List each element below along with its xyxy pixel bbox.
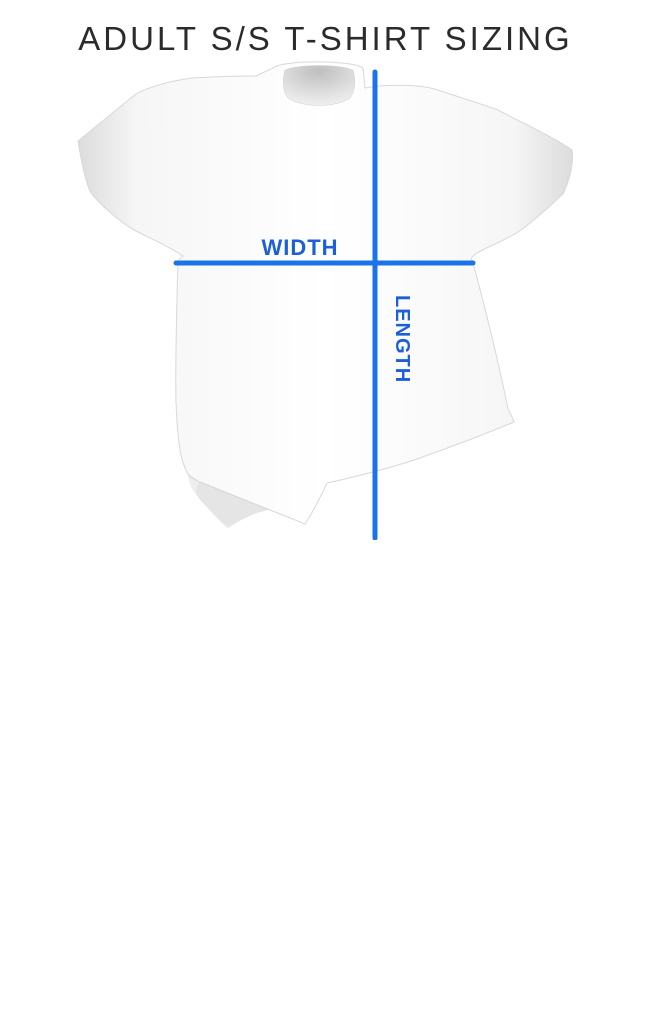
svg-text:WIDTH: WIDTH	[261, 235, 338, 260]
svg-text:LENGTH: LENGTH	[391, 295, 413, 383]
